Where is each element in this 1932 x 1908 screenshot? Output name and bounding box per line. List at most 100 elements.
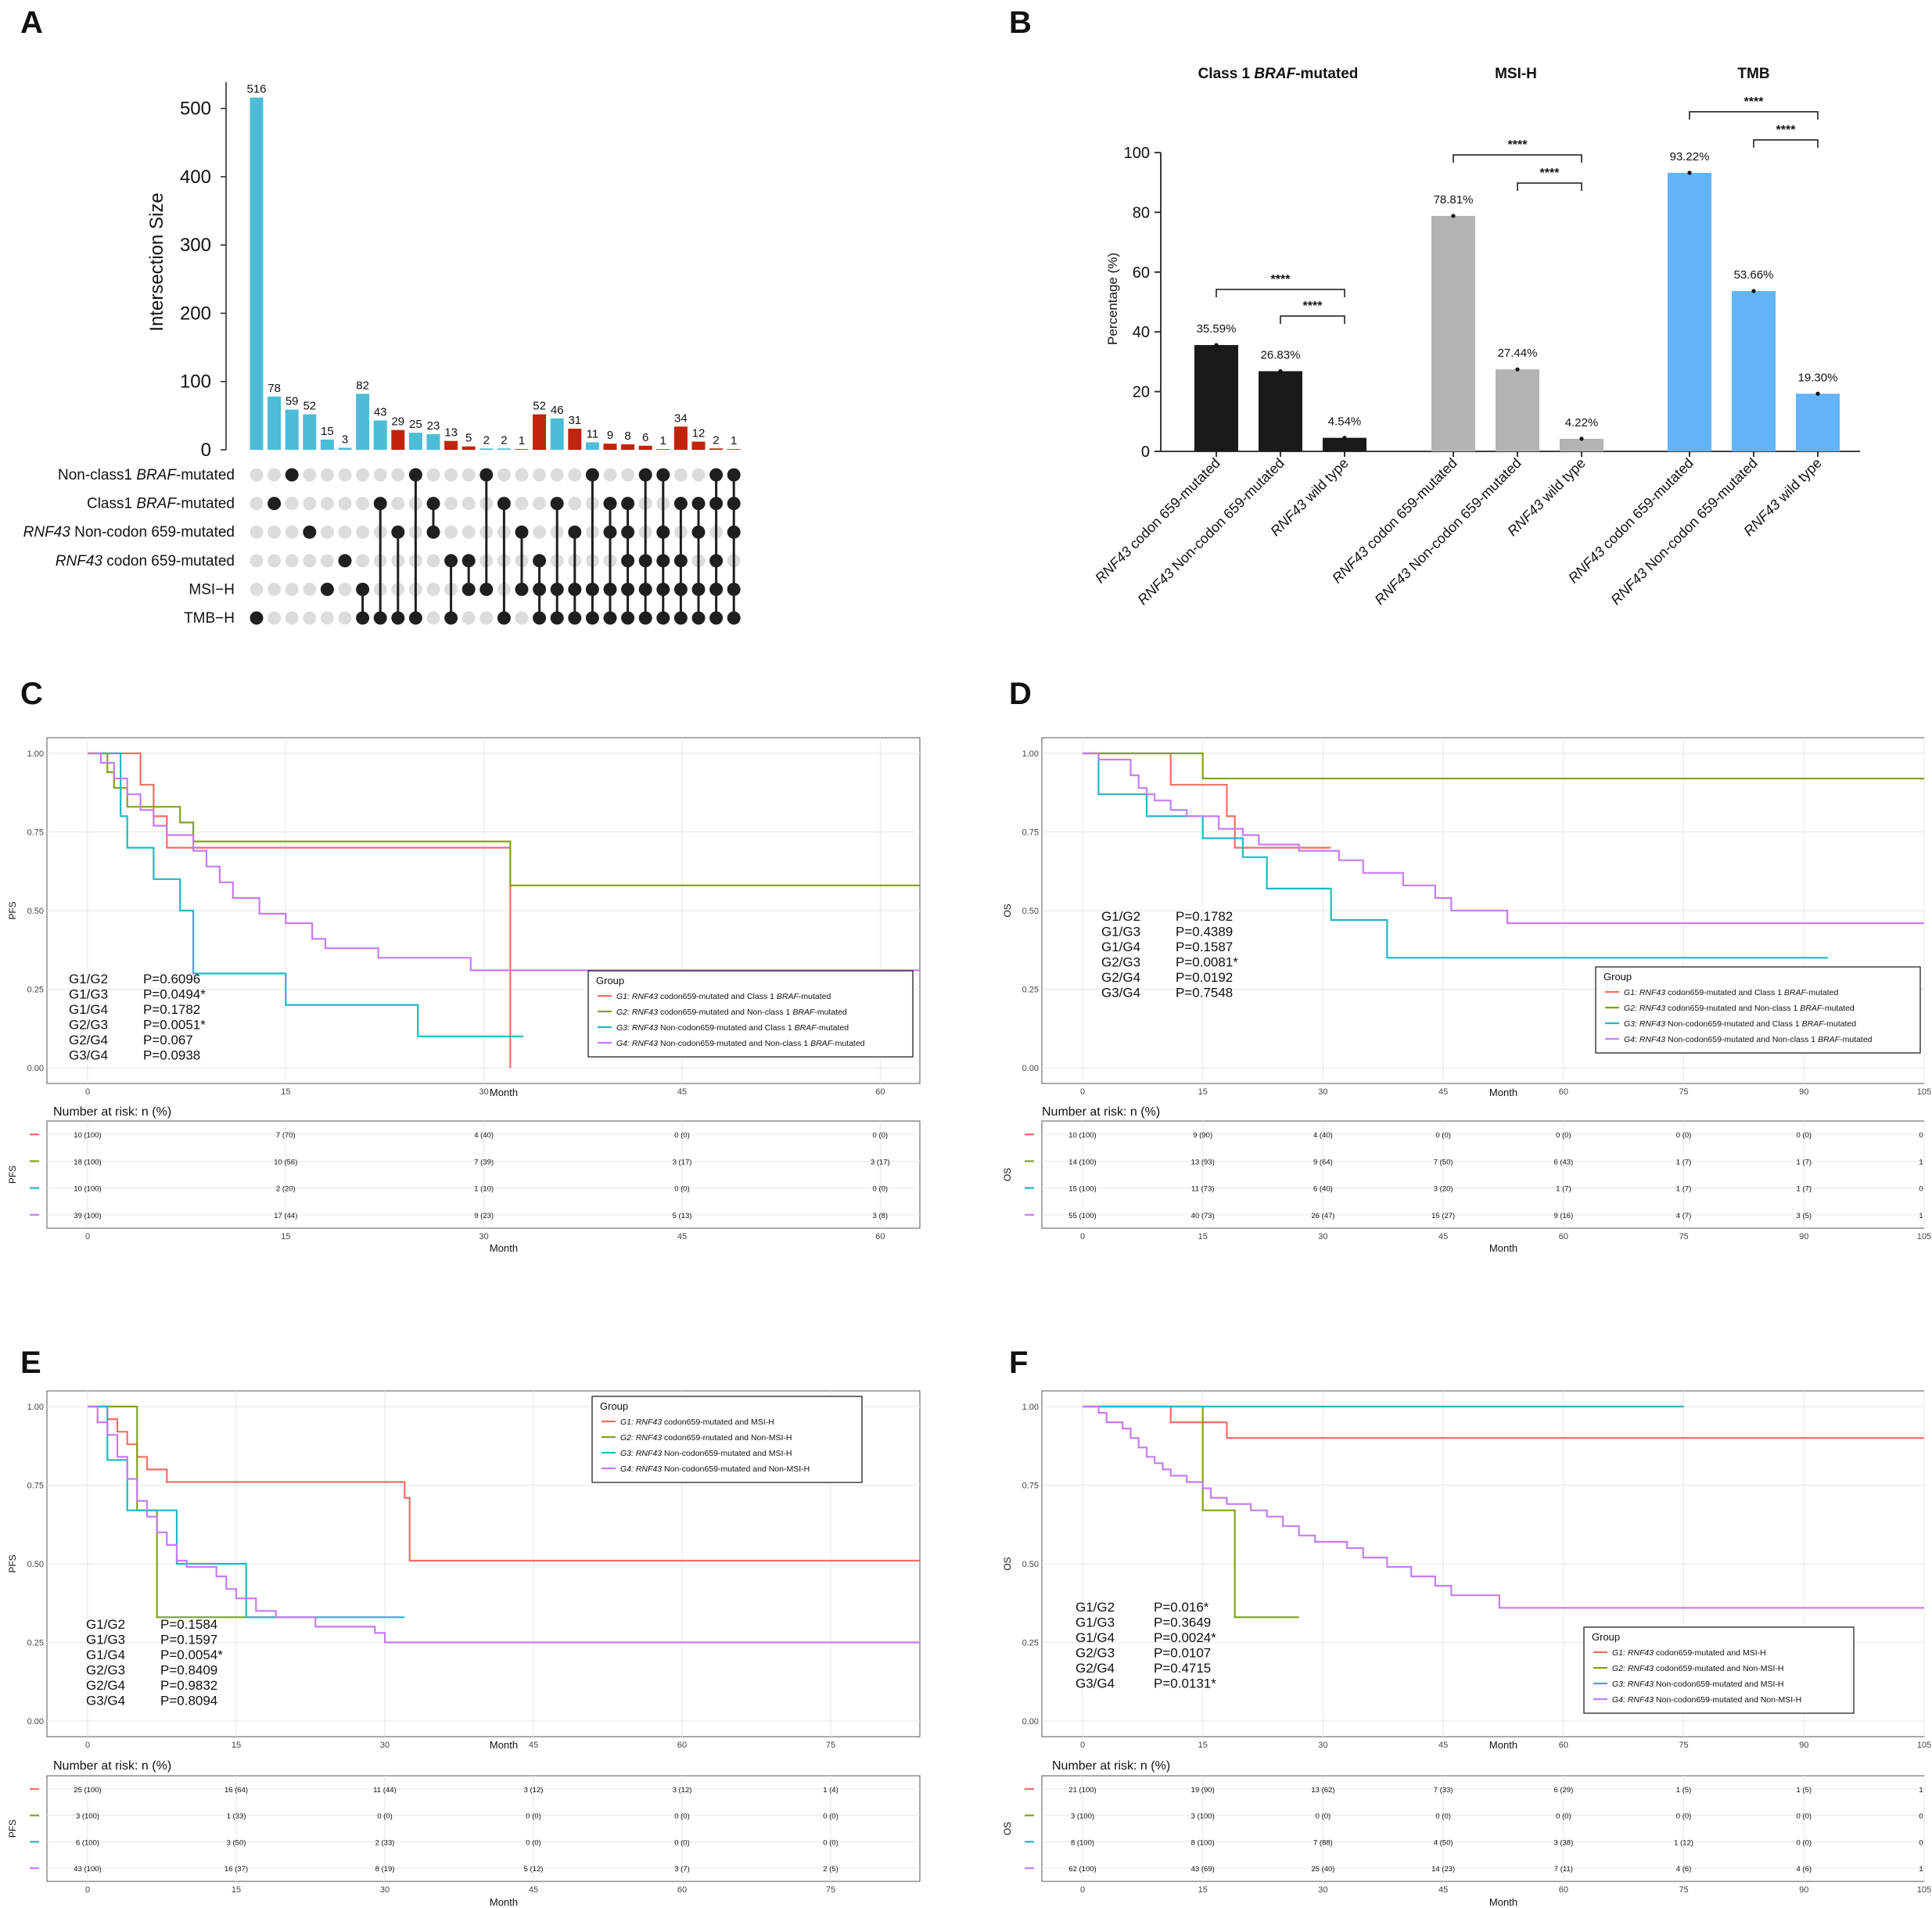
sig-bracket-b [1517, 182, 1582, 191]
label-part: G3: [1612, 1680, 1628, 1689]
km-y-tick-label: 0.25 [1022, 1639, 1039, 1648]
label-part: RNF43 [636, 1433, 662, 1443]
risk-cell: 0 (0) [1797, 1131, 1812, 1140]
km-y-tick-label: 0.25 [27, 986, 44, 995]
km-pvalue-pair: G1/G4 [86, 1647, 125, 1662]
risk-y-axis-title: OS [1002, 1822, 1013, 1835]
risk-cell: 13 (93) [1191, 1158, 1215, 1166]
bar-b [1496, 369, 1539, 451]
label-part: Non-codon659-mutated and Non-class 1 [658, 1039, 810, 1048]
matrix-dot-empty [285, 582, 299, 596]
risk-x-tick-label: 30 [479, 1232, 489, 1241]
matrix-dot-empty [515, 497, 529, 511]
bar-value-label-b: 4.54% [1328, 415, 1362, 429]
matrix-dot-filled [691, 525, 706, 539]
km-pvalue: P=0.7548 [1176, 986, 1233, 1001]
matrix-dot-filled [568, 611, 582, 625]
upset-bar-label: 1 [519, 434, 525, 447]
label-part: RNF43 [632, 1039, 658, 1048]
risk-cell: 0 (0) [526, 1838, 541, 1847]
matrix-dot-filled [673, 582, 688, 596]
risk-cell: 3 (20) [1434, 1185, 1453, 1194]
matrix-dot-filled [550, 582, 564, 596]
matrix-dot-empty [250, 468, 264, 482]
risk-table-title: Number at risk: n (%) [1042, 1105, 1160, 1119]
risk-cell: 9 (16) [1553, 1212, 1573, 1220]
label-part: G4: [620, 1464, 636, 1474]
matrix-dot-empty [320, 525, 334, 539]
km-x-tick-label: 45 [677, 1087, 687, 1097]
bar-point-b [1579, 437, 1584, 441]
km-y-tick-label: 0.00 [1022, 1064, 1039, 1073]
matrix-dot-filled [621, 554, 635, 568]
bar-point-b [1687, 171, 1692, 175]
upset-bar [356, 393, 370, 450]
upset-bar-label: 8 [624, 429, 630, 443]
matrix-dot-empty [533, 497, 547, 511]
upset-bar [338, 447, 352, 450]
panel-e: E 0 15 30 45 60 75 0.00 0.25 0.50 0.75 1.00 PFS Month… [7, 1346, 921, 1908]
km-legend-label: G2: RNF43 codon659-mutated and Non-MSI-H [1612, 1664, 1783, 1673]
matrix-dot-filled [373, 611, 387, 625]
risk-cell: 7 (39) [474, 1158, 494, 1166]
risk-cell: 6 (29) [1553, 1786, 1573, 1795]
label-part: -mutated [1824, 1019, 1857, 1029]
km-x-tick-label: 45 [1438, 1087, 1448, 1097]
km-x-tick-label: 15 [1198, 1741, 1208, 1750]
upset-bar-label: 23 [427, 419, 440, 433]
label-part: G1: [616, 992, 632, 1001]
risk-cell: 1 (5) [1797, 1786, 1812, 1795]
km-x-tick-label: 75 [1679, 1741, 1688, 1750]
bar-point-b [1214, 343, 1219, 347]
label-part: RNF43 [1628, 1695, 1654, 1705]
matrix-dot-empty [285, 554, 299, 568]
km-x-tick-label: 105 [1917, 1087, 1931, 1097]
panel-letter-a: A [20, 5, 43, 40]
km-pvalue-pair: G2/G4 [86, 1678, 125, 1693]
label-part: -mutated [1806, 988, 1839, 997]
risk-cell: 0 (0) [823, 1838, 839, 1847]
risk-cell: 3 (100) [1191, 1813, 1215, 1821]
upset-bar [461, 446, 476, 450]
upset-bar [603, 444, 617, 450]
risk-cell: 1 [1919, 1212, 1923, 1220]
label-part: codon659-mutated and Non-class 1 [1665, 1004, 1800, 1013]
matrix-dot-filled [338, 554, 352, 568]
matrix-dot-empty [338, 497, 352, 511]
matrix-dot-filled [656, 525, 670, 539]
label-part: codon659-mutated and Class 1 [1665, 988, 1784, 997]
km-legend-box [587, 970, 914, 1058]
label-part: RNF43 [636, 1418, 662, 1427]
km-x-axis-title: Month [490, 1087, 518, 1098]
risk-y-axis-title: PFS [7, 1820, 18, 1838]
km-pvalue: P=0.1782 [143, 1002, 200, 1017]
label-part: G4: [1624, 1035, 1639, 1044]
label-part: RNF43 [23, 524, 71, 541]
risk-cell: 0 (0) [526, 1813, 541, 1821]
risk-x-tick-label: 60 [1559, 1232, 1568, 1241]
label-part: codon659-mutated and MSI-H [662, 1418, 774, 1427]
risk-cell: 0 [1919, 1185, 1923, 1194]
risk-cell: 10 (100) [74, 1131, 101, 1140]
risk-x-axis-title: Month [1489, 1242, 1517, 1254]
km-legend-title: Group [600, 1400, 628, 1412]
matrix-dot-filled [426, 525, 440, 539]
risk-cell: 26 (47) [1311, 1212, 1334, 1220]
label-part: TMB [1737, 66, 1769, 82]
risk-x-axis-title: Month [490, 1242, 518, 1254]
km-pvalue: P=0.0107 [1154, 1646, 1211, 1661]
sig-label-b: **** [1303, 300, 1323, 313]
km-pvalue-pair: G1/G3 [1101, 925, 1140, 940]
risk-cell: 6 (100) [76, 1838, 99, 1847]
km-pvalue: P=0.4715 [1154, 1661, 1211, 1676]
matrix-dot-filled [691, 611, 706, 625]
risk-cell: 1 [1919, 1786, 1923, 1795]
risk-cell: 7 (50) [1434, 1158, 1453, 1166]
km-pvalue-pair: G2/G3 [1076, 1646, 1115, 1661]
set-name-label: Non-class1 BRAF-mutated [58, 467, 235, 483]
matrix-dot-filled [320, 582, 334, 596]
label-part: wild type [1299, 455, 1352, 508]
upset-bar [585, 442, 599, 450]
km-pvalue: P=0.1584 [160, 1617, 217, 1632]
risk-cell: 10 (100) [74, 1185, 101, 1194]
